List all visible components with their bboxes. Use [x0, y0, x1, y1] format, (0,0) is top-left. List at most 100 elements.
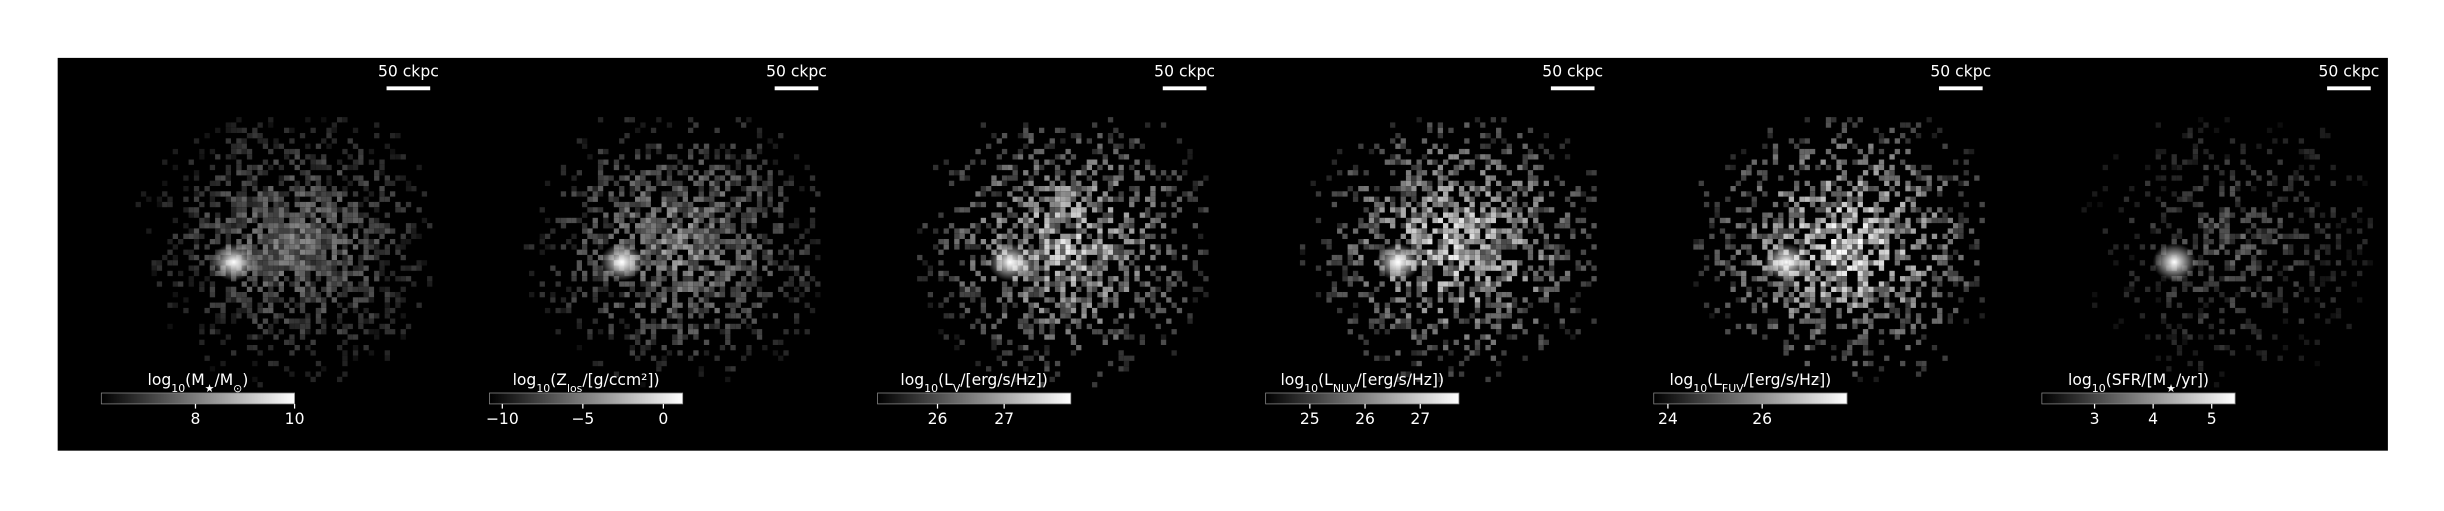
pixel	[230, 286, 237, 292]
pixel	[1841, 286, 1848, 292]
pixel	[629, 117, 636, 123]
pixel	[996, 318, 1002, 324]
pixel	[273, 318, 279, 324]
pixel	[1039, 355, 1045, 361]
pixel	[379, 159, 385, 165]
pixel	[730, 228, 736, 234]
pixel	[2224, 239, 2230, 245]
pixel	[1060, 313, 1066, 319]
pixel	[1039, 249, 1045, 255]
pixel	[1469, 164, 1475, 171]
pixel	[1437, 260, 1444, 266]
pixel	[645, 249, 651, 255]
pixel	[278, 249, 284, 255]
pixel	[927, 265, 934, 271]
pixel	[1815, 329, 1821, 335]
pixel	[2245, 228, 2252, 234]
pixel	[1065, 249, 1071, 255]
pixel	[2256, 228, 2262, 234]
pixel	[1873, 244, 1879, 250]
pixel	[1097, 164, 1103, 171]
pixel	[1496, 164, 1502, 171]
pixel	[1799, 212, 1805, 218]
pixel	[225, 175, 231, 181]
pixel	[804, 249, 810, 255]
pixel	[1506, 302, 1512, 308]
pixel	[305, 270, 311, 277]
pixel	[2335, 223, 2342, 229]
pixel	[1129, 239, 1135, 245]
pixel	[1081, 164, 1087, 171]
pixel	[1197, 286, 1204, 292]
pixel	[1023, 133, 1029, 139]
pixel	[1496, 265, 1502, 271]
pixel	[321, 233, 327, 240]
pixel	[1772, 159, 1779, 165]
pixel	[1054, 270, 1061, 277]
pixel	[1868, 323, 1874, 330]
pixel	[2277, 297, 2283, 303]
pixel	[1070, 276, 1077, 282]
pixel	[257, 302, 263, 308]
pixel	[1862, 270, 1869, 277]
pixel	[294, 254, 300, 261]
pixel	[730, 223, 736, 229]
pixel	[2277, 286, 2283, 292]
pixel	[687, 164, 694, 171]
pixel	[225, 127, 231, 134]
pixel	[815, 291, 821, 298]
colorbar-label: log10(LFUV/[erg/s/Hz])	[1670, 371, 1832, 395]
pixel	[2309, 148, 2315, 155]
pixel	[2277, 159, 2283, 165]
pixel	[1496, 254, 1502, 261]
pixel	[619, 212, 625, 218]
pixel	[1788, 233, 1795, 240]
pixel	[363, 186, 369, 192]
pixel	[1538, 207, 1544, 213]
pixel	[299, 186, 306, 192]
pixel	[1203, 249, 1209, 255]
pixel	[2229, 350, 2236, 356]
pixel	[241, 281, 247, 287]
pixel	[693, 302, 699, 308]
pixel	[566, 217, 572, 224]
pixel	[363, 265, 369, 271]
pixel	[230, 201, 237, 208]
pixel	[672, 313, 678, 319]
pixel	[268, 281, 274, 287]
pixel	[1857, 270, 1863, 277]
pixel	[1411, 223, 1417, 229]
pixel	[289, 148, 295, 155]
pixel	[1878, 233, 1885, 240]
pixel	[289, 138, 295, 144]
pixel	[252, 318, 258, 324]
pixel	[629, 217, 636, 224]
pixel	[283, 239, 290, 245]
pixel	[1767, 281, 1773, 287]
pixel	[1820, 291, 1826, 298]
pixel	[1878, 239, 1885, 245]
pixel	[2251, 265, 2257, 271]
pixel	[650, 223, 657, 229]
pixel	[305, 260, 311, 266]
pixel	[1915, 133, 1922, 139]
pixel	[1102, 291, 1108, 298]
pixel	[2335, 244, 2342, 250]
pixel	[1575, 186, 1581, 192]
pixel	[1007, 164, 1013, 171]
pixel	[342, 148, 348, 155]
pixel	[1746, 207, 1752, 213]
pixel	[1363, 207, 1369, 213]
pixel	[603, 276, 609, 282]
pixel	[321, 270, 327, 277]
pixel	[1538, 276, 1544, 282]
pixel	[1049, 180, 1055, 187]
pixel	[725, 339, 731, 345]
pixel	[1836, 196, 1842, 202]
pixel	[624, 133, 630, 139]
pixel	[1427, 260, 1433, 266]
pixel	[740, 276, 747, 282]
pixel	[167, 249, 173, 255]
pixel	[310, 217, 316, 224]
